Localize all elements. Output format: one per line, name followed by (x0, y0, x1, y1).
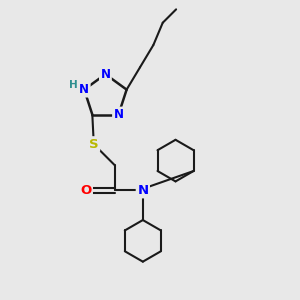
Text: N: N (100, 68, 110, 81)
Text: S: S (89, 138, 99, 151)
Text: N: N (137, 184, 148, 197)
Text: H: H (68, 80, 77, 90)
Text: N: N (113, 108, 124, 121)
Text: N: N (79, 83, 89, 96)
Text: O: O (80, 184, 92, 197)
